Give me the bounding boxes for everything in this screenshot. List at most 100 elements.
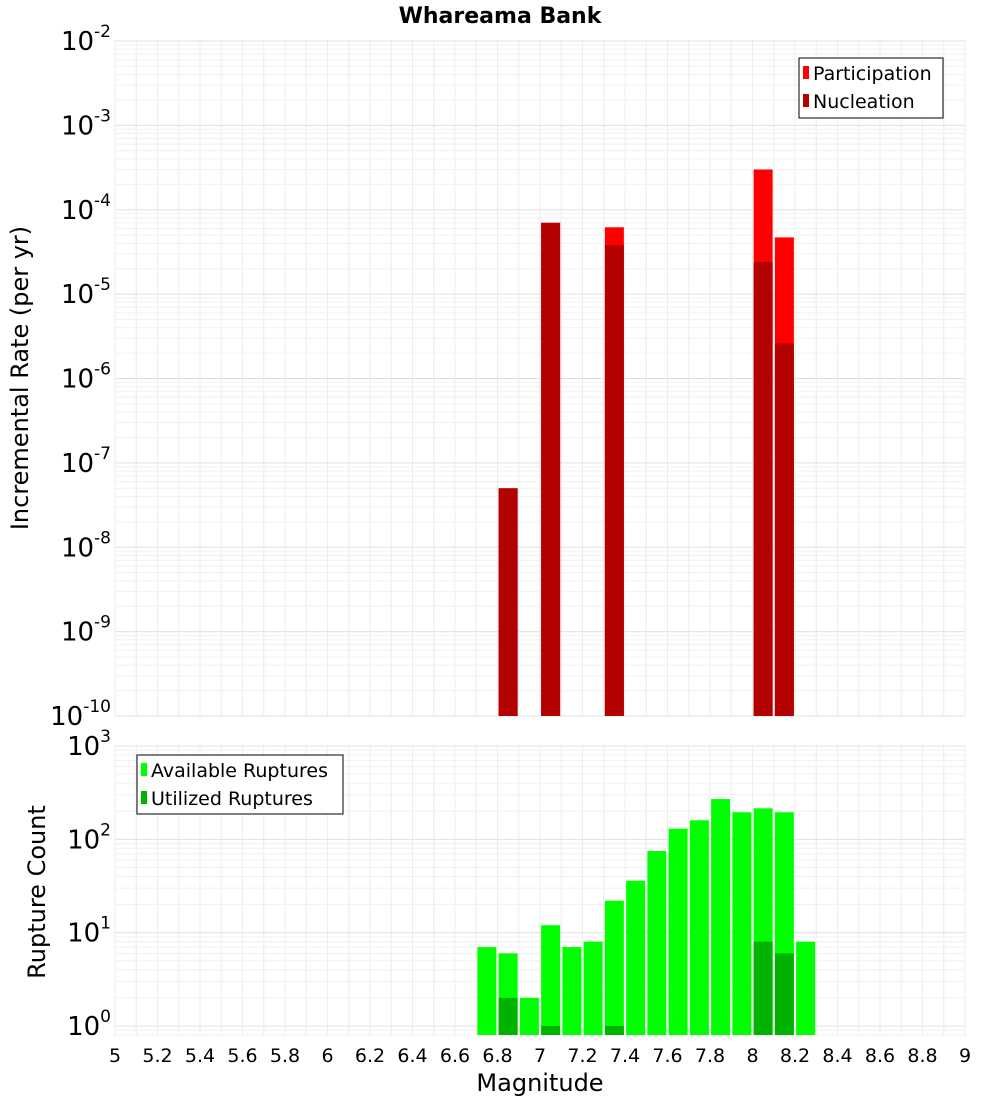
chart-title: Whareama Bank (399, 4, 603, 29)
rate-plot-bars (498, 169, 794, 717)
participation-legend-swatch (803, 66, 809, 79)
y-tick-label: 10-3 (61, 106, 111, 141)
utilized-ruptures-legend-swatch (141, 791, 147, 804)
y-tick-base: 10 (61, 449, 94, 479)
available-ruptures-bar (626, 880, 646, 1035)
y-tick-exponent: -4 (94, 191, 111, 211)
y-tick-base: 10 (61, 196, 94, 226)
available-ruptures-bar (689, 820, 709, 1035)
available-ruptures-bar (541, 925, 561, 1035)
y-tick-label: 10-4 (61, 191, 111, 226)
nucleation-legend-label: Nucleation (813, 91, 915, 113)
y-tick-base: 10 (67, 732, 100, 762)
y-tick-base: 10 (61, 365, 94, 395)
x-tick-label: 8.4 (822, 1045, 852, 1067)
x-tick-label: 5.6 (227, 1045, 257, 1067)
y-tick-base: 10 (61, 533, 94, 563)
x-tick-label: 7.6 (652, 1045, 682, 1067)
y-tick-exponent: 0 (100, 1007, 111, 1027)
y-tick-exponent: -10 (83, 697, 111, 717)
utilized-ruptures-bar (498, 997, 518, 1035)
available-ruptures-legend-label: Available Ruptures (151, 760, 328, 782)
y-tick-exponent: -9 (94, 613, 111, 633)
x-tick-label: 6.8 (482, 1045, 512, 1067)
rupture-legend: Available Ruptures Utilized Ruptures (136, 754, 344, 815)
y-tick-label: 102 (67, 820, 111, 855)
utilized-ruptures-bar (753, 941, 773, 1035)
x-tick-label: 9 (959, 1045, 971, 1067)
x-tick-label: 5.2 (142, 1045, 172, 1067)
y-tick-label: 103 (67, 727, 111, 762)
nucleation-legend-swatch (803, 94, 809, 107)
y-tick-label: 101 (67, 914, 111, 949)
available-ruptures-bar (583, 941, 603, 1035)
y-tick-base: 10 (61, 618, 94, 648)
y-tick-base: 10 (61, 111, 94, 141)
y-tick-label: 10-8 (61, 528, 111, 563)
y-tick-label: 10-9 (61, 613, 111, 648)
x-tick-label: 5.4 (185, 1045, 215, 1067)
available-ruptures-bar (562, 947, 582, 1035)
x-tick-label: 8.6 (865, 1045, 895, 1067)
available-ruptures-bar (732, 812, 752, 1035)
magnitude-axis-label: Magnitude (476, 1069, 603, 1097)
rupture-y-axis-label: Rupture Count (23, 805, 51, 979)
y-tick-exponent: -3 (94, 106, 111, 126)
y-tick-exponent: 2 (100, 820, 111, 840)
x-tick-label: 8.8 (907, 1045, 937, 1067)
x-tick-label: 7.4 (610, 1045, 640, 1067)
x-tick-label: 6 (321, 1045, 333, 1067)
utilized-ruptures-bar (541, 1025, 561, 1035)
y-tick-exponent: -8 (94, 528, 111, 548)
y-tick-base: 10 (50, 702, 83, 732)
rupture-plot-bars (477, 799, 816, 1035)
available-ruptures-bar (796, 941, 816, 1035)
x-tick-label: 6.6 (440, 1045, 470, 1067)
utilized-ruptures-bar (774, 953, 794, 1035)
y-tick-label: 10-5 (61, 275, 111, 310)
available-ruptures-bar (668, 828, 688, 1035)
nucleation-bar (604, 245, 624, 717)
y-tick-label: 10-7 (61, 444, 111, 479)
x-tick-label: 7.2 (567, 1045, 597, 1067)
available-ruptures-bar (519, 997, 539, 1035)
nucleation-bar (774, 343, 794, 716)
x-tick-label: 5.8 (270, 1045, 300, 1067)
magnitude-tick-labels: 5 5.2 5.4 5.6 5.8 6 6.2 6.4 6.6 6.8 7 7.2 7.4 7.6 7.8 8… (109, 1045, 971, 1067)
available-ruptures-bar (604, 900, 624, 1035)
y-tick-exponent: -2 (94, 22, 111, 42)
y-tick-label: 10-2 (61, 22, 111, 57)
nucleation-bar (541, 222, 561, 716)
utilized-ruptures-legend-label: Utilized Ruptures (151, 788, 313, 810)
y-tick-exponent: 3 (100, 727, 111, 747)
rupture-legend-box (136, 754, 344, 815)
y-tick-exponent: -5 (94, 275, 111, 295)
y-tick-exponent: -6 (94, 360, 111, 380)
y-tick-exponent: 1 (100, 914, 111, 934)
rate-legend-box (798, 57, 944, 119)
x-tick-label: 8.2 (780, 1045, 810, 1067)
available-ruptures-bar (647, 850, 667, 1035)
rate-legend: Participation Nucleation (798, 57, 944, 119)
participation-legend-label: Participation (813, 63, 932, 85)
x-tick-label: 5 (109, 1045, 121, 1067)
available-ruptures-legend-swatch (141, 763, 147, 776)
y-tick-base: 10 (67, 825, 100, 855)
y-tick-base: 10 (61, 280, 94, 310)
nucleation-bar (753, 262, 773, 716)
x-tick-label: 7.8 (695, 1045, 725, 1067)
y-tick-base: 10 (67, 919, 100, 949)
y-tick-base: 10 (67, 1012, 100, 1042)
y-tick-exponent: -7 (94, 444, 111, 464)
x-tick-label: 7 (534, 1045, 546, 1067)
y-tick-base: 10 (61, 27, 94, 57)
y-tick-label: 10-10 (50, 697, 111, 732)
rate-y-axis-label: Incremental Rate (per yr) (6, 226, 34, 530)
available-ruptures-bar (477, 947, 497, 1035)
y-tick-label: 10-6 (61, 360, 111, 395)
utilized-ruptures-bar (604, 1025, 624, 1035)
